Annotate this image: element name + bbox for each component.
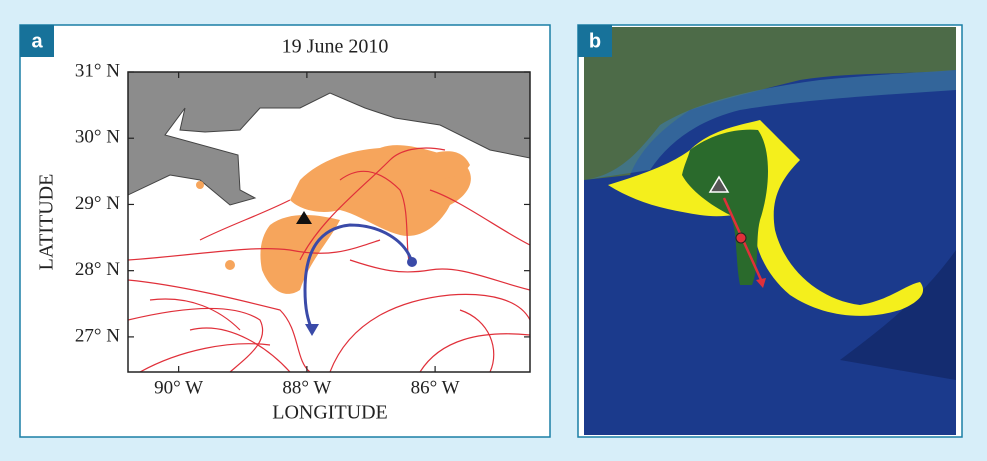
y-tick-label: 31° N: [75, 60, 120, 81]
x-tick-label: 88° W: [282, 377, 331, 398]
drifter-start: [407, 257, 417, 267]
x-tick-label: 90° W: [154, 377, 203, 398]
panel-label-box: [578, 25, 612, 57]
land-b: [584, 27, 956, 180]
deep-water: [840, 250, 956, 380]
x-tick-label: 86° W: [411, 377, 460, 398]
y-tick-label: 27° N: [75, 325, 120, 346]
wellhead: [296, 211, 312, 224]
drifter-point: [735, 232, 747, 244]
panel-label-box: [20, 25, 54, 57]
arrow-head: [756, 278, 766, 288]
wellhead-b: [708, 175, 730, 193]
drifter-path: [303, 223, 414, 331]
panel-title: 19 June 2010: [282, 36, 389, 58]
y-tick-label: 30° N: [75, 127, 120, 148]
land: [128, 72, 530, 206]
shelf: [584, 70, 956, 180]
y-tick-label: 29° N: [75, 193, 120, 214]
map-a: [127, 71, 531, 373]
y-tick-label: 28° N: [75, 259, 120, 280]
panel-label: a: [31, 30, 43, 52]
y-axis-label: LATITUDE: [36, 174, 58, 271]
oil-slick: [196, 145, 471, 294]
drifter-end: [305, 324, 319, 336]
lcs-curves: [128, 147, 530, 372]
plot-frame: [127, 71, 531, 373]
x-axis-label: LONGITUDE: [272, 402, 388, 424]
panel-label: b: [589, 30, 601, 52]
